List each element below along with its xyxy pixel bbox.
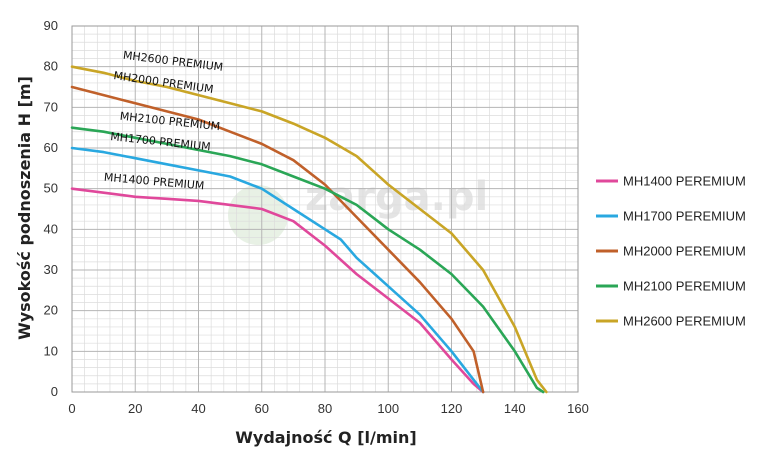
series-line-1 [70,146,485,394]
legend-label-3: MH2100 PEREMIUM [623,279,746,294]
series-line-3 [70,126,545,394]
y-tick-label: 80 [44,59,58,74]
y-tick-label: 70 [44,99,58,114]
x-axis-title: Wydajność Q [l/min] [235,428,416,447]
series-line-0 [70,187,485,394]
x-tick-label: 60 [255,401,269,416]
series-line-4 [70,65,548,394]
legend-label-4: MH2600 PEREMIUM [623,314,746,329]
y-axis-title: Wysokość podnoszenia H [m] [15,76,34,340]
x-tick-label: 100 [377,401,399,416]
grid-major [71,25,579,393]
y-tick-label: 60 [44,140,58,155]
plot-frame [71,25,579,393]
curve-label-0: MH1400 PREMIUM [103,171,205,193]
y-tick-label: 0 [51,384,58,399]
y-tick-label: 50 [44,181,58,196]
x-tick-label: 20 [128,401,142,416]
curve-label-2: MH2000 PREMIUM [113,69,215,96]
legend: MH1400 PEREMIUM MH1700 PEREMIUM MH2000 PER… [596,174,746,329]
watermark-logo-icon [228,185,288,245]
y-tick-label: 30 [44,262,58,277]
y-axis-ticks: 0 10 20 30 40 50 60 70 80 90 [44,18,58,399]
x-axis-ticks: 0 20 40 60 80 100 120 140 160 [68,401,588,416]
series-line-2 [70,85,485,394]
y-tick-label: 10 [44,343,58,358]
series-lines [70,65,548,394]
legend-label-1: MH1700 PEREMIUM [623,209,746,224]
x-tick-label: 0 [68,401,75,416]
x-tick-label: 80 [318,401,332,416]
y-tick-label: 20 [44,303,58,318]
x-tick-label: 120 [441,401,463,416]
x-tick-label: 140 [504,401,526,416]
legend-label-0: MH1400 PEREMIUM [623,174,746,189]
legend-label-2: MH2000 PEREMIUM [623,244,746,259]
x-tick-label: 160 [567,401,589,416]
x-tick-label: 40 [191,401,205,416]
y-tick-label: 40 [44,221,58,236]
y-tick-label: 90 [44,18,58,33]
watermark: zarga.pl [228,174,488,245]
